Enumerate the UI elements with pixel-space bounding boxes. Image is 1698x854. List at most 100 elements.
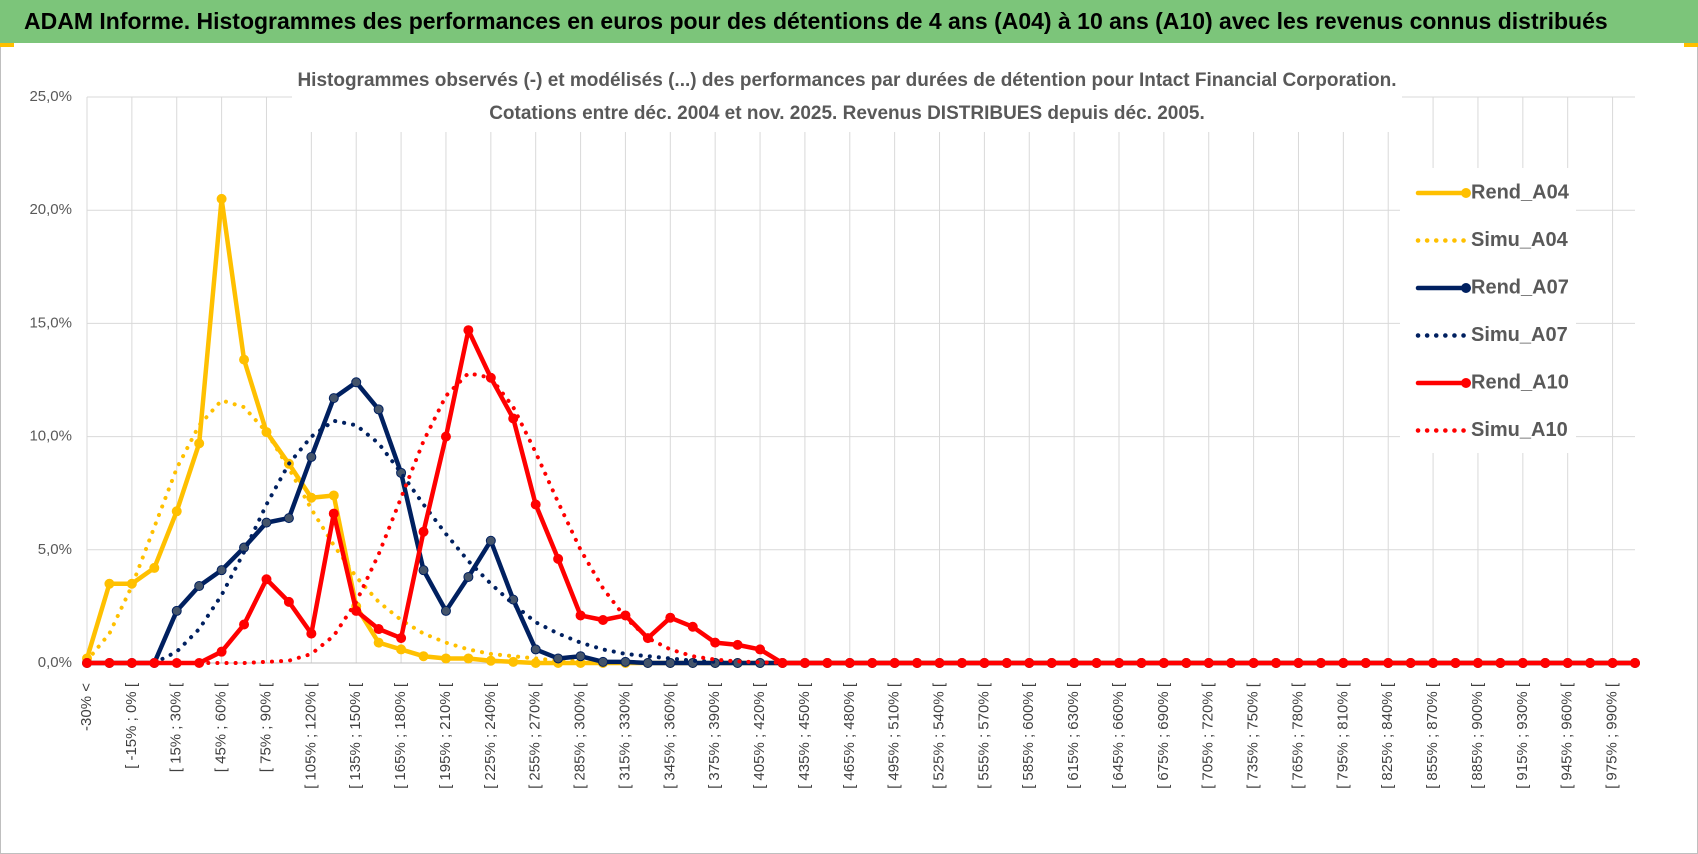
x-tick-label: [ 945% ; 960% [ [1559,682,1576,789]
point [306,492,317,503]
point [912,658,923,668]
x-tick-label: [ 225% ; 240% [ [482,682,499,789]
legend-label: Rend_A10 [1471,371,1569,393]
corner-accent [0,43,14,47]
point [149,562,160,573]
point [351,377,362,388]
model-line [152,418,740,665]
point [889,658,900,668]
point [440,431,451,442]
legend-marker [1461,188,1471,198]
point [598,656,608,667]
point [306,628,317,639]
legend-label: Rend_A04 [1471,181,1570,203]
point [194,581,205,592]
y-tick-label: 5,0% [38,541,72,558]
legend-label: Simu_A04 [1471,229,1569,251]
point [844,658,855,668]
y-tick-label: 25,0% [29,88,72,105]
x-tick-label: [ 645% ; 660% [ [1110,682,1127,789]
point [979,658,990,668]
point [283,513,294,524]
point [396,644,407,655]
x-tick-label: [ 705% ; 720% [ [1200,682,1217,789]
point [1585,658,1596,668]
x-tick-label: [ 795% ; 810% [ [1334,682,1351,789]
x-tick-label: [ 675% ; 690% [ [1155,682,1172,789]
x-tick-label: [ 615% ; 630% [ [1065,682,1082,789]
x-tick-label: [ 45% ; 60% [ [213,682,230,772]
point [463,325,474,336]
point [1338,658,1349,668]
point [485,655,496,666]
point [575,610,586,621]
point [104,658,115,668]
point [1091,658,1102,668]
y-tick-label: 15,0% [29,314,72,331]
x-tick-label: [ 765% ; 780% [ [1289,682,1306,789]
point [126,658,137,668]
point [777,658,788,668]
x-tick-label: [ 15% ; 30% [ [168,682,185,772]
point [732,639,743,650]
point [620,656,631,667]
point [553,553,564,564]
point [418,526,429,537]
legend-marker [1461,283,1471,293]
header-title: ADAM Informe. Histogrammes des performan… [24,8,1608,34]
x-tick-label: [ 585% ; 600% [ [1020,682,1037,789]
point [351,605,362,616]
point [1158,658,1169,668]
point [732,658,743,668]
x-tick-label: [ 285% ; 300% [ [572,682,589,789]
x-tick-label: [ 735% ; 750% [ [1245,682,1262,789]
x-tick-label: [ 855% ; 870% [ [1424,682,1441,789]
point [373,624,384,635]
x-tick-label: [ 435% ; 450% [ [796,682,813,789]
header-band [0,0,1698,43]
point [463,653,474,664]
point [1315,658,1326,668]
point [440,653,451,664]
point [1136,658,1147,668]
point [1450,658,1461,668]
point [328,393,339,404]
x-tick-label: [ 465% ; 480% [ [841,682,858,789]
legend-marker [1461,378,1471,388]
point [553,653,564,664]
point [328,490,339,501]
y-tick-label: 20,0% [29,201,72,218]
point [508,413,519,424]
point [216,565,227,576]
point [1607,658,1618,668]
y-tick-label: 0,0% [38,654,72,671]
point [239,354,250,365]
point [171,605,182,616]
point [822,658,833,668]
x-tick-label: [ 825% ; 840% [ [1379,682,1396,789]
point [687,621,698,632]
x-tick-label: [ 555% ; 570% [ [975,682,992,789]
x-tick-label: [ 345% ; 360% [ [661,682,678,789]
x-tick-label: [ 195% ; 210% [ [437,682,454,789]
point [1181,658,1192,668]
point [261,517,272,528]
x-tick-label: [ 135% ; 150% [ [347,682,364,789]
point [530,644,541,655]
point [665,658,676,668]
y-tick-label: 10,0% [29,428,72,445]
model-line [85,398,605,664]
x-tick-label: [ 495% ; 510% [ [886,682,903,789]
point [1046,658,1057,668]
x-tick-label: [ 255% ; 270% [ [527,682,544,789]
point [934,658,945,668]
point [1271,658,1282,668]
chart-title: Histogrammes observés (-) et modélisés (… [297,70,1396,91]
point [1293,658,1304,668]
point [1517,658,1528,668]
point [799,658,810,668]
point [396,633,407,644]
x-tick-label: [ 375% ; 390% [ [706,682,723,789]
point [306,451,317,462]
x-tick-label: [ 105% ; 120% [ [302,682,319,789]
